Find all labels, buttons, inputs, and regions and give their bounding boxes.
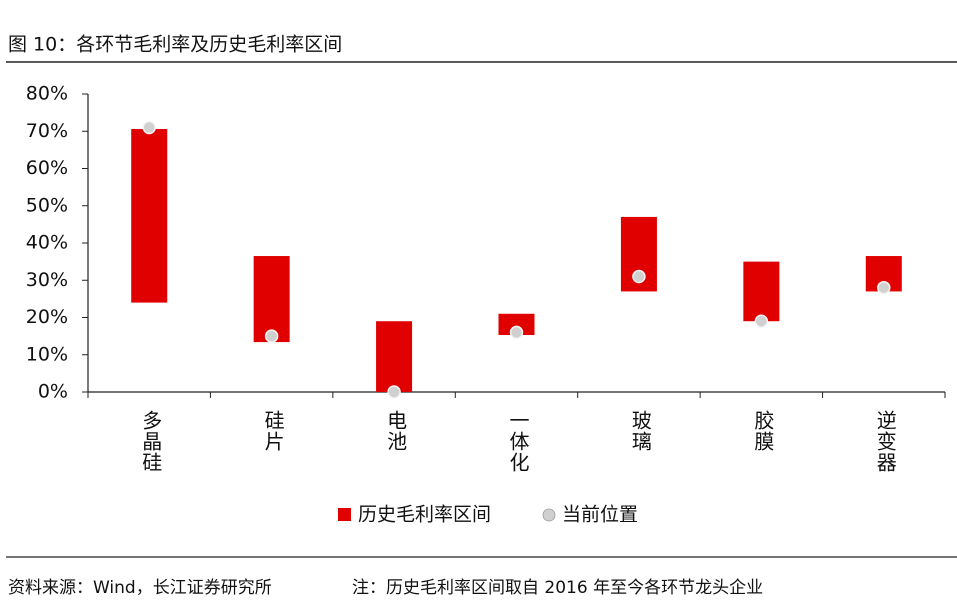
range-bar — [253, 256, 290, 343]
current-point — [264, 329, 279, 343]
y-tick-label: 30% — [26, 269, 68, 291]
y-tick-label: 70% — [26, 120, 68, 142]
x-tick-label: 多晶硅 — [139, 410, 163, 473]
y-tick-label: 0% — [38, 381, 68, 403]
x-tick-label: 逆变器 — [873, 410, 897, 473]
source: 资料来源：Wind，长江证券研究所 — [8, 578, 272, 598]
range-bar — [498, 313, 535, 336]
x-tick-label: 电池 — [384, 410, 408, 452]
range-bar — [743, 261, 780, 322]
range-bar — [131, 129, 168, 303]
legend-label: 当前位置 — [562, 504, 638, 526]
legend-label: 历史毛利率区间 — [358, 504, 491, 526]
legend-marker — [542, 508, 556, 522]
x-tick-label: 胶膜 — [751, 410, 775, 452]
current-point — [387, 385, 401, 399]
y-tick-label: 60% — [26, 157, 68, 179]
x-tick-label: 硅片 — [261, 410, 285, 452]
current-point — [754, 314, 769, 328]
current-point — [877, 280, 891, 295]
y-tick-label: 20% — [26, 306, 68, 328]
current-point — [142, 120, 156, 135]
y-tick-label: 50% — [26, 194, 68, 216]
range-bar — [376, 321, 413, 392]
x-tick-label: 一体化 — [506, 410, 530, 473]
y-tick-label: 80% — [26, 83, 68, 105]
y-tick-label: 40% — [26, 232, 68, 254]
chart-title: 图 10：各环节毛利率及历史毛利率区间 — [8, 34, 342, 56]
note: 注：历史毛利率区间取自 2016 年至今各环节龙头企业 — [352, 578, 763, 598]
y-tick-label: 10% — [26, 343, 68, 365]
legend-swatch — [338, 508, 351, 521]
current-point — [632, 269, 646, 284]
current-point — [509, 325, 524, 340]
x-tick-label: 玻璃 — [628, 410, 652, 452]
